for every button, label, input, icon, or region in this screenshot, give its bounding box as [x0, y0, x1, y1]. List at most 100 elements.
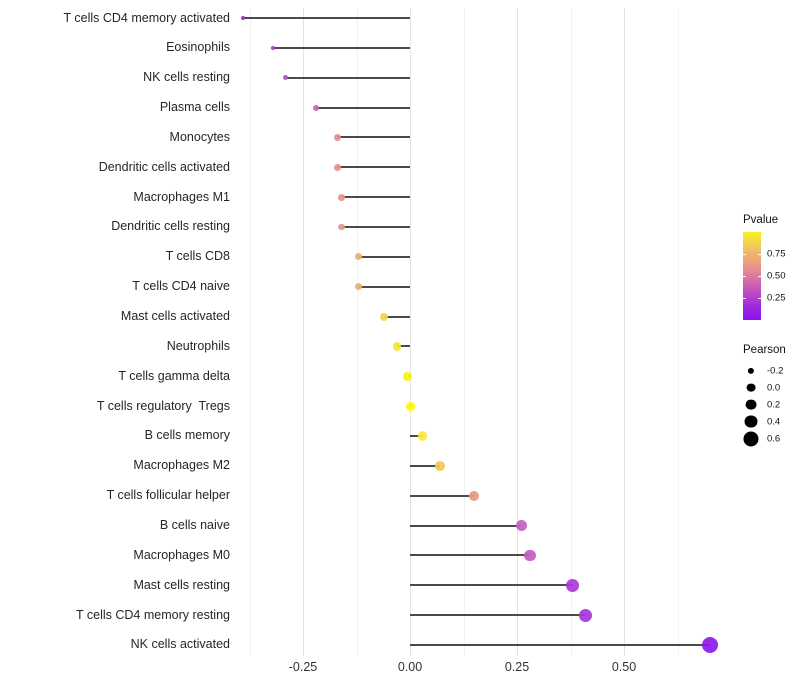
- y-axis-label: Dendritic cells resting: [111, 219, 230, 234]
- lollipop-stick: [273, 46, 410, 49]
- lollipop-dot: [355, 283, 363, 291]
- y-axis-label: Plasma cells: [159, 100, 230, 115]
- pearson-legend-label: 0.0: [767, 382, 781, 393]
- lollipop-dot: [283, 75, 289, 81]
- lollipop-dot: [566, 578, 579, 592]
- lollipop-dot: [270, 45, 276, 51]
- pvalue-tick-mark: [743, 276, 746, 277]
- lollipop-dot: [435, 461, 445, 471]
- y-axis-label: T cells regulatory Tregs: [96, 398, 230, 413]
- pvalue-tick-mark: [758, 276, 761, 277]
- lollipop-dot: [578, 608, 592, 622]
- major-gridline: [517, 8, 518, 656]
- y-axis-label: Eosinophils: [166, 40, 230, 55]
- plot-panel: [238, 8, 732, 656]
- lollipop-dot: [418, 431, 428, 441]
- pvalue-tick-mark: [758, 298, 761, 299]
- lollipop-stick: [384, 315, 410, 318]
- pvalue-tick-mark: [743, 298, 746, 299]
- pearson-legend-label: 0.6: [767, 433, 781, 444]
- y-axis-label: Monocytes: [169, 129, 230, 144]
- lollipop-stick: [341, 225, 410, 228]
- minor-gridline: [463, 8, 465, 656]
- y-axis-label: B cells memory: [144, 428, 230, 443]
- x-tick-label: 0.25: [504, 660, 530, 674]
- x-tick-label: 0.50: [611, 660, 637, 674]
- lollipop-stick: [285, 76, 410, 79]
- pvalue-tick-label: 0.50: [767, 270, 786, 282]
- y-axis-label: Mast cells activated: [120, 309, 230, 324]
- lollipop-stick: [337, 136, 410, 139]
- major-gridline: [410, 8, 411, 656]
- lollipop-stick: [410, 614, 586, 617]
- y-axis-label: T cells CD4 naive: [132, 279, 230, 294]
- lollipop-dot: [469, 490, 480, 501]
- pearson-legend-label: 0.2: [767, 399, 781, 410]
- pvalue-tick-mark: [758, 254, 761, 255]
- y-axis-label: Mast cells resting: [133, 577, 230, 592]
- lollipop-stick: [410, 434, 423, 437]
- pearson-legend-dot: [744, 415, 758, 428]
- lollipop-stick: [397, 345, 410, 348]
- lollipop-stick: [410, 494, 475, 497]
- minor-gridline: [677, 8, 679, 656]
- pearson-size-legend: Pearson -0.2 0.0 0.2 0.4 0.6: [743, 344, 800, 447]
- lollipop-stick: [341, 196, 410, 199]
- y-axis-label: T cells CD8: [165, 249, 230, 264]
- lollipop-dot: [241, 16, 245, 20]
- lollipop-dot: [333, 163, 341, 171]
- y-axis-label: T cells CD4 memory resting: [76, 607, 230, 622]
- lollipop-dot: [312, 104, 319, 111]
- y-axis-label: NK cells activated: [130, 637, 230, 652]
- lollipop-stick: [315, 106, 410, 109]
- pearson-legend-item: 0.0: [743, 379, 800, 396]
- y-axis-label: Macrophages M2: [133, 458, 230, 473]
- y-axis-label: Macrophages M0: [133, 547, 230, 562]
- pearson-legend-dot: [747, 367, 755, 374]
- pvalue-color-legend: Pvalue 0.75 0.50 0.25: [743, 214, 799, 320]
- x-tick-label: -0.25: [288, 660, 318, 674]
- lollipop-stick: [410, 464, 440, 467]
- minor-gridline: [249, 8, 251, 656]
- pvalue-gradient-wrap: 0.75 0.50 0.25: [743, 232, 786, 320]
- lollipop-dot: [403, 371, 413, 381]
- y-axis-label: Dendritic cells activated: [98, 159, 230, 174]
- pearson-legend-item: -0.2: [743, 362, 800, 379]
- major-gridline: [303, 8, 304, 656]
- lollipop-dot: [380, 312, 389, 321]
- lollipop-dot: [523, 549, 536, 562]
- y-axis-label: Neutrophils: [166, 338, 230, 353]
- pearson-legend-title: Pearson: [743, 344, 786, 356]
- pearson-legend-item: 0.4: [743, 413, 800, 430]
- lollipop-dot: [392, 342, 402, 351]
- lollipop-stick: [410, 643, 710, 646]
- lollipop-dot: [355, 253, 363, 261]
- pearson-legend-items: -0.2 0.0 0.2 0.4 0.6: [743, 362, 800, 447]
- y-axis-label: NK cells resting: [143, 70, 230, 85]
- pearson-legend-item: 0.2: [743, 396, 800, 413]
- lollipop-stick: [243, 17, 410, 19]
- lollipop-stick: [410, 554, 530, 557]
- y-axis-label: B cells naive: [159, 518, 230, 533]
- pvalue-tick-label: 0.25: [767, 292, 786, 304]
- lollipop-dot: [515, 519, 528, 532]
- lollipop-stick: [358, 255, 410, 258]
- lollipop-stick: [337, 166, 410, 169]
- pvalue-tick-mark: [743, 254, 746, 255]
- lollipop-stick: [358, 285, 410, 288]
- lollipop-dot: [406, 401, 416, 411]
- x-tick-label: 0.00: [397, 660, 423, 674]
- lollipop-dot: [338, 193, 345, 201]
- pvalue-tick-label: 0.75: [767, 248, 786, 260]
- pearson-legend-dot: [743, 430, 759, 447]
- y-axis-label: Macrophages M1: [133, 189, 230, 204]
- lollipop-stick: [410, 524, 522, 527]
- minor-gridline: [356, 8, 358, 656]
- pvalue-legend-title: Pvalue: [743, 214, 779, 226]
- pvalue-gradient-bar: [743, 232, 761, 320]
- minor-gridline: [570, 8, 572, 656]
- y-axis-label: T cells gamma delta: [118, 368, 230, 383]
- pearson-legend-dot: [745, 399, 757, 410]
- major-gridline: [624, 8, 625, 656]
